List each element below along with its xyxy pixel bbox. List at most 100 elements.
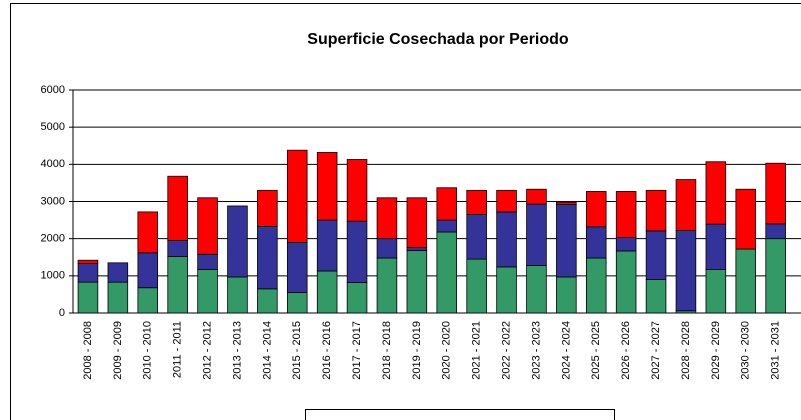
bar-segment (556, 201, 577, 205)
bar-segment (257, 226, 278, 290)
bar-segment (286, 149, 308, 243)
bar-segment (436, 187, 458, 221)
bar-segment (645, 189, 667, 232)
bar-segment (406, 197, 428, 248)
y-tick-label: 0 (59, 307, 65, 319)
bar-segment (167, 256, 188, 314)
bar-segment (496, 266, 517, 314)
bar-segment (167, 240, 188, 257)
x-tick-label: 2012 - 2012 (201, 321, 213, 380)
y-tick-label: 6000 (41, 84, 65, 96)
bar-segment (227, 276, 248, 314)
x-tick-label: 2010 - 2010 (142, 321, 154, 380)
bar-segment (526, 203, 547, 266)
x-tick-label: 2011 - 2011 (172, 321, 184, 378)
bar-segment (197, 197, 218, 255)
bar-segment (316, 270, 338, 314)
bar-segment (556, 276, 577, 314)
x-tick-label: 2020 - 2020 (441, 321, 453, 380)
bar-segment (585, 257, 607, 314)
x-tick-label: 2022 - 2022 (500, 321, 512, 380)
bar-segment (705, 161, 727, 225)
bar-segment (675, 230, 697, 312)
x-tick-label: 2027 - 2027 (650, 321, 662, 380)
bar-segment (526, 265, 547, 314)
bar-segment (257, 288, 278, 314)
bar-segment (615, 250, 637, 314)
bar-segment (466, 189, 487, 215)
bar-segment (77, 263, 99, 283)
bar-segment (615, 237, 637, 252)
x-tick-label: 2028 - 2028 (680, 321, 692, 380)
bar-segment (585, 191, 607, 228)
bar-segment (346, 282, 368, 314)
x-tick-label: 2016 - 2016 (321, 321, 333, 380)
bar-segment (406, 247, 428, 251)
bar-segment (436, 219, 458, 233)
bar-segment (496, 211, 517, 268)
x-tick-label: 2014 - 2014 (261, 321, 273, 380)
x-tick-label: 2008 - 2008 (82, 321, 94, 380)
bar-segment (137, 211, 159, 254)
bar-segment (496, 189, 517, 213)
x-tick-label: 2030 - 2030 (740, 321, 752, 380)
x-tick-label: 2018 - 2018 (381, 321, 393, 380)
bar-segment (765, 223, 786, 240)
bar-segment (77, 259, 99, 264)
y-tick-label: 3000 (41, 195, 65, 207)
legend-box (305, 409, 615, 420)
bar-segment (227, 205, 248, 278)
x-tick-label: 2021 - 2021 (471, 321, 483, 380)
x-tick-label: 2025 - 2025 (590, 321, 602, 380)
bar-segment (585, 226, 607, 259)
bar-segment (735, 188, 757, 250)
bar-segment (556, 204, 577, 278)
bar-segment (675, 179, 697, 231)
x-tick-label: 2023 - 2023 (530, 321, 542, 380)
y-tick-label: 1000 (41, 270, 65, 282)
bar-segment (466, 258, 487, 314)
bar-segment (735, 248, 757, 314)
bar-segment (197, 253, 218, 270)
bar-segment (286, 292, 308, 314)
bar-segment (436, 231, 458, 314)
y-tick-label: 5000 (41, 121, 65, 133)
x-tick-label: 2031 - 2031 (770, 321, 782, 380)
x-tick-label: 2024 - 2024 (560, 321, 572, 380)
bar-segment (376, 257, 398, 314)
chart-title: Superficie Cosechada por Periodo (307, 31, 569, 48)
bar-segment (316, 152, 338, 221)
bar-segment (107, 262, 129, 283)
bar-segment (167, 175, 188, 241)
bar-segment (705, 223, 727, 270)
bar-segment (107, 281, 129, 314)
bar-segment (257, 189, 278, 227)
bar-segment (376, 197, 398, 240)
bar-segment (466, 214, 487, 260)
x-tick-label: 2009 - 2009 (112, 321, 124, 380)
bar-segment (376, 238, 398, 259)
y-tick-label: 2000 (41, 233, 65, 245)
bar-segment (137, 252, 159, 289)
bar-segment (645, 230, 667, 280)
x-tick-label: 2015 - 2015 (291, 321, 303, 380)
bar-segment (765, 162, 786, 225)
x-tick-label: 2013 - 2013 (231, 321, 243, 380)
bar-segment (346, 220, 368, 283)
bar-segment (705, 269, 727, 314)
y-tick-label: 4000 (41, 158, 65, 170)
x-tick-label: 2029 - 2029 (710, 321, 722, 380)
bar-segment (526, 188, 547, 205)
bar-segment (406, 250, 428, 314)
bar-segment (77, 281, 99, 314)
bar-segment (316, 219, 338, 272)
bar-segment (765, 238, 786, 314)
bar-segment (137, 287, 159, 314)
bar-segment (286, 241, 308, 293)
bar-segment (645, 279, 667, 314)
x-tick-label: 2019 - 2019 (411, 321, 423, 380)
x-tick-label: 2017 - 2017 (351, 321, 363, 380)
bar-segment (197, 269, 218, 314)
bar-segment (615, 191, 637, 238)
